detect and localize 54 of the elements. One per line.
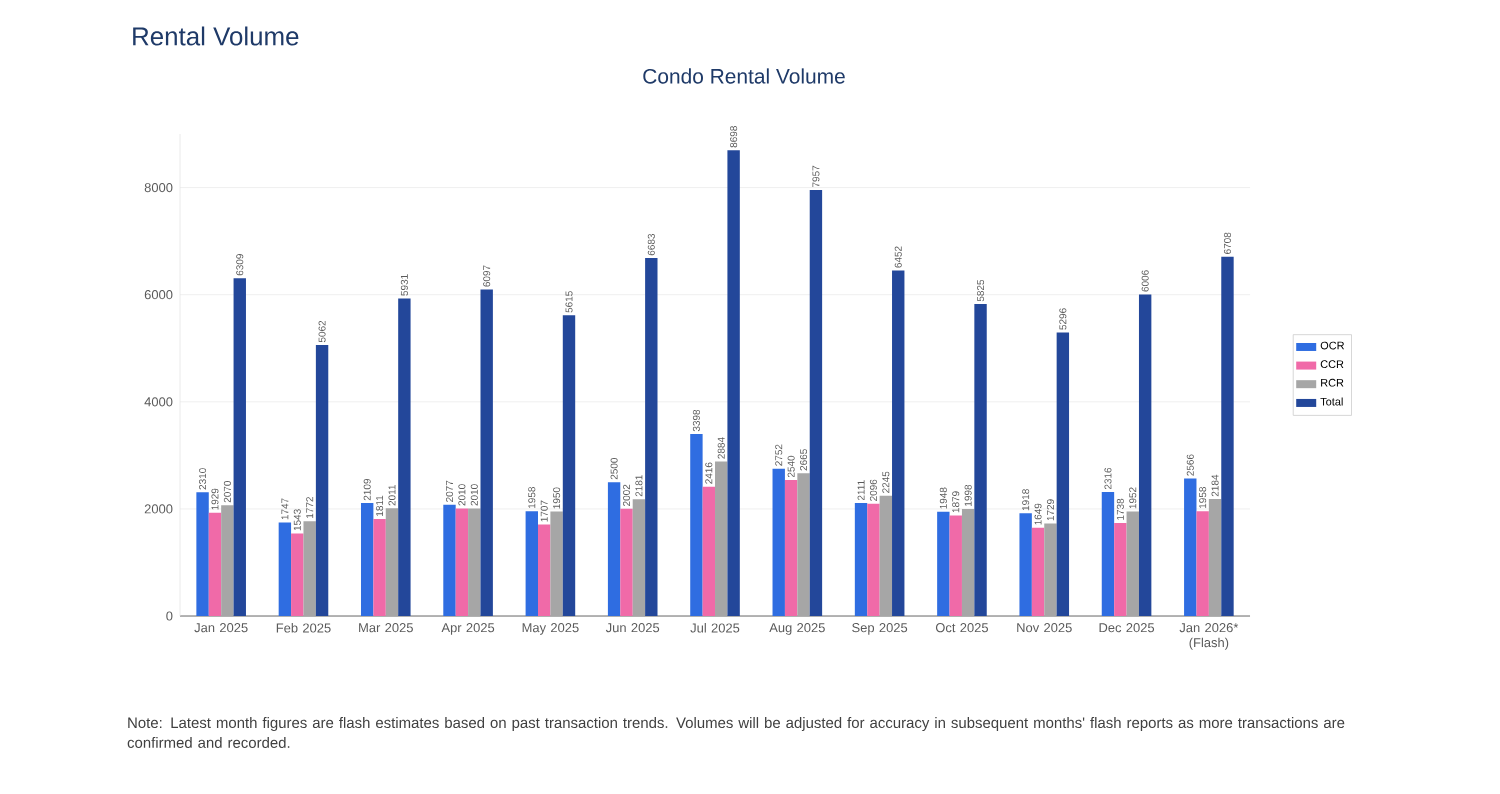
bar: [455, 508, 469, 617]
bar: [1126, 511, 1139, 617]
bar: [385, 508, 399, 617]
bar: [620, 508, 633, 617]
bar: [1044, 523, 1057, 617]
bar: [303, 521, 316, 617]
bar: [1208, 499, 1222, 617]
bar: [550, 511, 563, 617]
bar: [278, 522, 292, 617]
bar: [937, 511, 950, 617]
bar: [398, 298, 411, 617]
bar: [961, 509, 975, 617]
bar: [1196, 511, 1209, 617]
bar: [867, 503, 880, 617]
bar: [1101, 491, 1115, 617]
bar: [480, 289, 493, 617]
bar: [607, 482, 621, 617]
bar: [879, 495, 893, 617]
bar: [373, 519, 386, 617]
bar: [1184, 478, 1197, 617]
bar: [690, 434, 703, 617]
bar: [221, 505, 234, 617]
bar: [1031, 527, 1045, 617]
bar: [1138, 294, 1152, 617]
bar: [208, 512, 222, 617]
bar: [1019, 513, 1032, 617]
bar: [315, 344, 329, 617]
bar: [974, 304, 987, 617]
bar: [1221, 256, 1234, 617]
bar: [797, 473, 810, 617]
bar: [562, 315, 576, 617]
bar: [784, 479, 798, 617]
bar: [360, 503, 374, 617]
chart-subtitle: Condo Rental Volume: [643, 68, 845, 84]
bar: [1056, 332, 1070, 617]
bar: [645, 258, 658, 617]
bar: [727, 150, 740, 617]
bar: [468, 508, 481, 617]
bar: [702, 486, 716, 617]
bar: [772, 468, 785, 617]
bar: [715, 461, 728, 617]
chart-title: Rental Volume: [133, 26, 299, 46]
bar: [538, 524, 551, 617]
bar: [632, 499, 646, 617]
bar: [1114, 522, 1127, 617]
bar: [443, 504, 456, 617]
bar: [892, 270, 905, 617]
bar: [196, 492, 209, 617]
bar: [233, 278, 246, 617]
bar: [809, 189, 823, 617]
bar: [854, 502, 868, 617]
bar: [525, 511, 538, 617]
bar: [949, 515, 962, 617]
bar: [291, 533, 304, 617]
